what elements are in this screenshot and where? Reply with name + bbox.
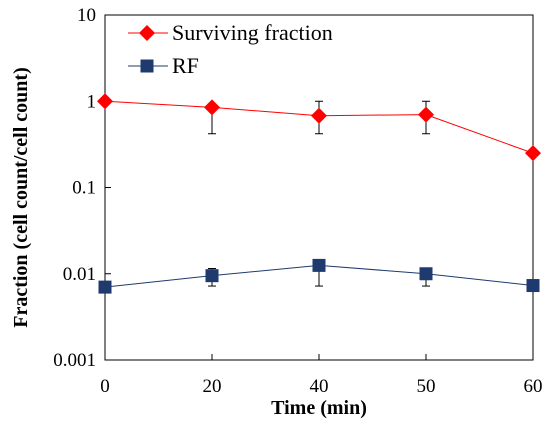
x-tick-label: 0 [100,376,110,397]
y-tick-label: 0.001 [53,350,96,371]
data-point [205,269,219,283]
legend: Surviving fraction RF [128,20,333,78]
series-surviving-fraction [97,93,541,162]
data-point [419,267,433,281]
y-tick-label: 0.01 [63,264,96,285]
x-axis-ticks: 0 20 40 50 60 [100,354,543,397]
data-point [204,99,220,116]
y-tick-label: 0.1 [72,178,96,199]
legend-item: Surviving fraction [128,20,333,45]
series-rf [98,258,540,294]
data-point [525,145,541,162]
data-point [97,93,113,110]
y-axis-title: Fraction (cell count/cell count) [10,67,32,328]
legend-marker [139,25,155,41]
y-tick-label: 1 [87,91,97,112]
data-point [526,279,540,293]
x-tick-label: 20 [203,376,222,397]
legend-label: RF [172,53,199,78]
plot-frame [104,14,534,361]
series-layer [97,93,541,294]
legend-marker [140,59,154,73]
data-point [98,280,112,294]
x-tick-label: 50 [417,376,436,397]
y-axis-ticks: 10 1 0.1 0.01 0.001 [53,5,111,371]
data-point [418,106,434,123]
legend-item: RF [128,53,199,78]
y-tick-label: 10 [77,5,96,26]
x-tick-label: 40 [310,376,329,397]
legend-label: Surviving fraction [172,20,333,45]
data-point [312,258,326,272]
x-tick-label: 60 [524,376,543,397]
plot-area [104,14,534,361]
x-axis-title: Time (min) [271,397,367,419]
data-point [311,107,327,124]
